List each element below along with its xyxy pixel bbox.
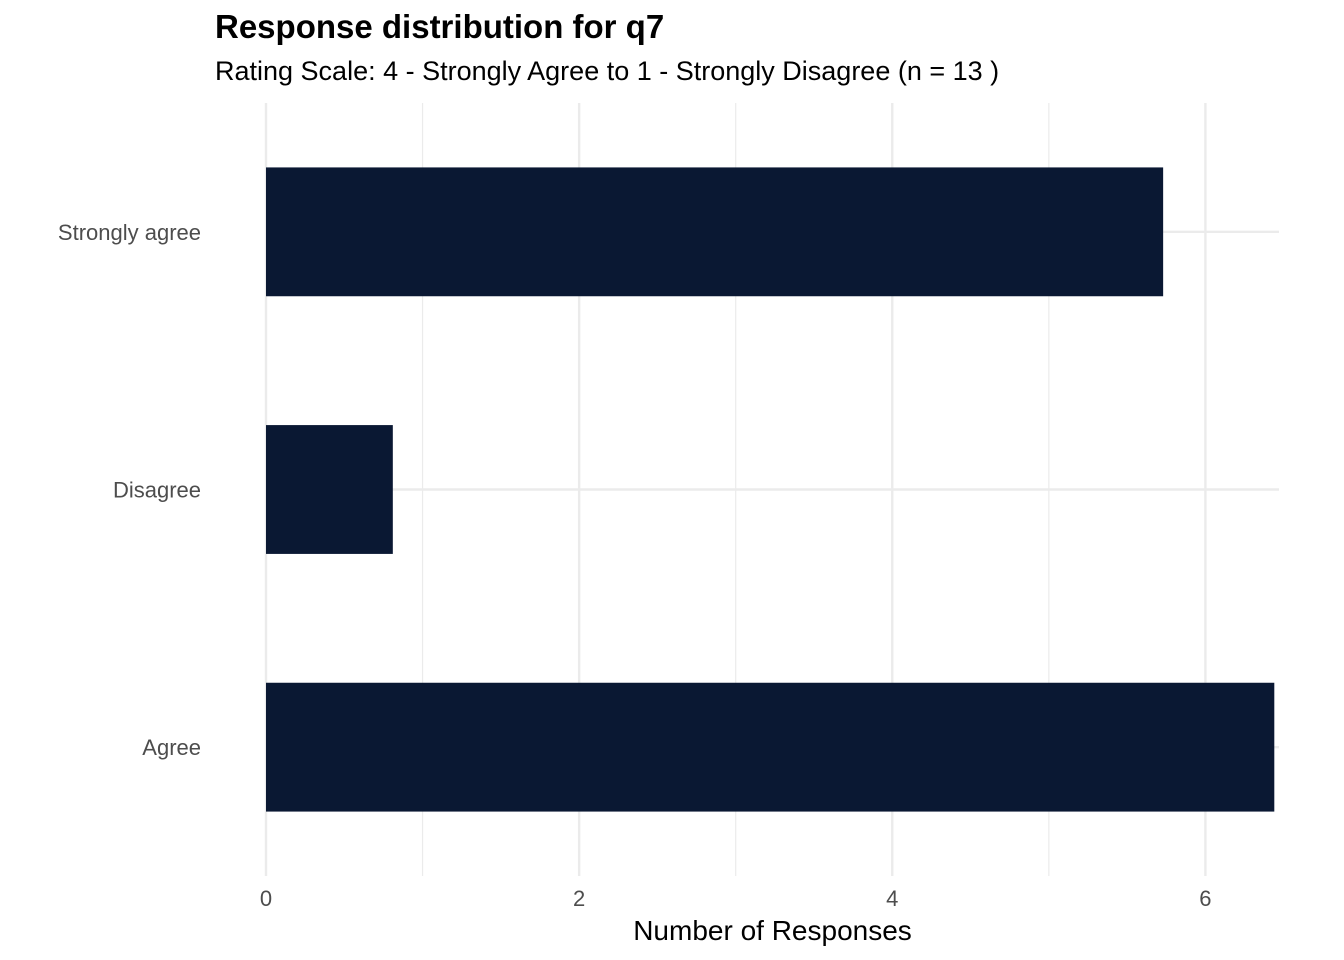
x-tick-label: 6 xyxy=(1199,886,1211,911)
chart-subtitle: Rating Scale: 4 - Strongly Agree to 1 - … xyxy=(215,56,1000,86)
y-tick-label: Disagree xyxy=(113,478,201,503)
bar xyxy=(266,682,1275,812)
x-tick-label: 2 xyxy=(573,886,585,911)
bar xyxy=(266,425,393,554)
x-axis-title: Number of Responses xyxy=(633,915,912,946)
x-tick-label: 0 xyxy=(260,886,272,911)
y-tick-label: Agree xyxy=(142,735,201,760)
chart-title: Response distribution for q7 xyxy=(215,8,665,45)
x-tick-label: 4 xyxy=(886,886,898,911)
bar xyxy=(266,167,1164,297)
y-tick-label: Strongly agree xyxy=(58,220,201,245)
